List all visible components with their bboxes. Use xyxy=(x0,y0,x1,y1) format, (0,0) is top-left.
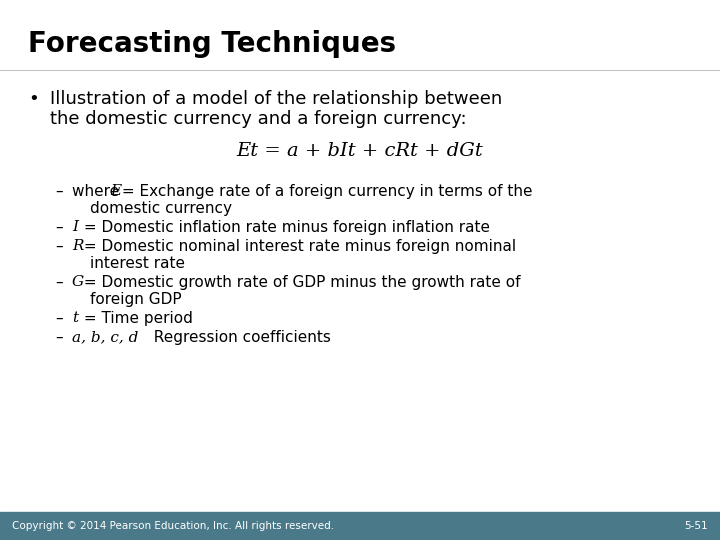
Text: –: – xyxy=(55,239,63,254)
Text: –: – xyxy=(55,184,63,199)
Text: –: – xyxy=(55,330,63,345)
Text: where: where xyxy=(72,184,124,199)
Text: = Domestic growth rate of GDP minus the growth rate of: = Domestic growth rate of GDP minus the … xyxy=(79,275,521,290)
Text: = Exchange rate of a foreign currency in terms of the: = Exchange rate of a foreign currency in… xyxy=(117,184,533,199)
Text: Et = a + bIt + cRt + dGt: Et = a + bIt + cRt + dGt xyxy=(237,142,483,160)
Text: = Domestic inflation rate minus foreign inflation rate: = Domestic inflation rate minus foreign … xyxy=(79,220,490,235)
Text: Regression coefficients: Regression coefficients xyxy=(143,330,330,345)
Text: = Time period: = Time period xyxy=(79,311,193,326)
Text: R: R xyxy=(72,239,84,253)
Text: Copyright © 2014 Pearson Education, Inc. All rights reserved.: Copyright © 2014 Pearson Education, Inc.… xyxy=(12,521,334,531)
Bar xyxy=(0,512,720,540)
Text: 5-51: 5-51 xyxy=(685,521,708,531)
Text: the domestic currency and a foreign currency:: the domestic currency and a foreign curr… xyxy=(50,110,467,128)
Text: foreign GDP: foreign GDP xyxy=(90,292,181,307)
Text: t: t xyxy=(72,311,78,325)
Text: = Domestic nominal interest rate minus foreign nominal: = Domestic nominal interest rate minus f… xyxy=(79,239,516,254)
Text: –: – xyxy=(55,311,63,326)
Text: G: G xyxy=(72,275,84,289)
Text: domestic currency: domestic currency xyxy=(90,201,232,216)
Text: I: I xyxy=(72,220,78,234)
Text: –: – xyxy=(55,220,63,235)
Text: •: • xyxy=(28,90,39,108)
Text: a, b, c, d: a, b, c, d xyxy=(72,330,138,344)
Text: E: E xyxy=(110,184,122,198)
Text: –: – xyxy=(55,275,63,290)
Text: interest rate: interest rate xyxy=(90,256,185,271)
Text: Forecasting Techniques: Forecasting Techniques xyxy=(28,30,396,58)
Text: Illustration of a model of the relationship between: Illustration of a model of the relations… xyxy=(50,90,503,108)
